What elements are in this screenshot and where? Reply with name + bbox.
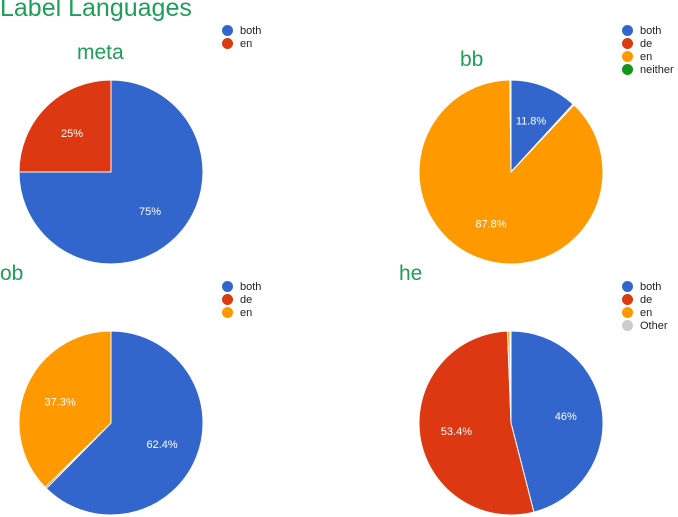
- legend-he: both de en Other: [622, 280, 668, 332]
- slice-label-en: 87.8%: [475, 219, 506, 231]
- legend-ob: both de en: [222, 280, 261, 319]
- pie-slice-other: [509, 330, 512, 424]
- legend-item-both: both: [622, 280, 668, 293]
- legend-label: neither: [640, 63, 674, 76]
- slice-label-en: 37.3%: [44, 397, 75, 409]
- pie-slice-both: [510, 79, 574, 174]
- slice-label-both: 62.4%: [146, 439, 177, 451]
- pie-slice-both: [18, 79, 204, 265]
- chart-title-bb: bb: [460, 48, 484, 71]
- legend-item-both: both: [222, 280, 261, 293]
- legend-item-en: en: [222, 37, 261, 50]
- legend-item-de: de: [622, 37, 674, 50]
- legend-label: Other: [640, 319, 668, 332]
- legend-bb: both de en neither: [622, 24, 674, 76]
- legend-label: en: [640, 306, 653, 319]
- legend-item-neither: neither: [622, 63, 674, 76]
- legend-label: en: [240, 37, 253, 50]
- legend-swatch: [222, 38, 233, 49]
- chart-title-he: he: [399, 262, 423, 285]
- legend-swatch: [222, 25, 233, 36]
- legend-item-other: Other: [622, 319, 668, 332]
- legend-label: de: [640, 37, 653, 50]
- legend-swatch: [622, 51, 633, 62]
- pie-slice-en: [18, 330, 112, 488]
- legend-label: both: [640, 280, 662, 293]
- slice-label-both: 46%: [555, 411, 577, 423]
- legend-label: both: [240, 280, 262, 293]
- legend-label: de: [240, 293, 253, 306]
- legend-item-de: de: [222, 293, 261, 306]
- page-title: Label Languages: [0, 0, 192, 22]
- legend-swatch: [622, 64, 633, 75]
- legend-swatch: [622, 38, 633, 49]
- slice-label-de: 53.4%: [441, 426, 472, 438]
- pie-slice-both: [510, 330, 604, 513]
- legend-swatch: [622, 307, 633, 318]
- pie-slice-neither: [509, 79, 512, 173]
- legend-swatch: [622, 294, 633, 305]
- legend-swatch: [222, 281, 233, 292]
- legend-label: de: [640, 293, 653, 306]
- legend-swatch: [622, 281, 633, 292]
- legend-item-en: en: [222, 306, 261, 319]
- slice-label-both: 75%: [139, 206, 161, 218]
- legend-label: en: [640, 50, 653, 63]
- chart-title-meta: meta: [77, 41, 124, 64]
- pie-slice-both: [45, 330, 204, 516]
- legend-meta: both en: [222, 24, 261, 50]
- slice-label-both: 11.8%: [516, 116, 547, 128]
- legend-item-en: en: [622, 50, 674, 63]
- legend-label: both: [240, 24, 262, 37]
- legend-swatch: [222, 294, 233, 305]
- legend-label: en: [240, 306, 253, 319]
- legend-swatch: [622, 25, 633, 36]
- legend-item-en: en: [622, 306, 668, 319]
- legend-item-both: both: [222, 24, 261, 37]
- pie-slice-en: [18, 79, 112, 173]
- legend-item-de: de: [622, 293, 668, 306]
- slice-label-en: 25%: [61, 128, 83, 140]
- legend-swatch: [622, 320, 633, 331]
- legend-swatch: [222, 307, 233, 318]
- pie-slice-de: [418, 330, 535, 516]
- legend-label: both: [640, 24, 662, 37]
- chart-title-ob: ob: [0, 262, 24, 285]
- legend-item-both: both: [622, 24, 674, 37]
